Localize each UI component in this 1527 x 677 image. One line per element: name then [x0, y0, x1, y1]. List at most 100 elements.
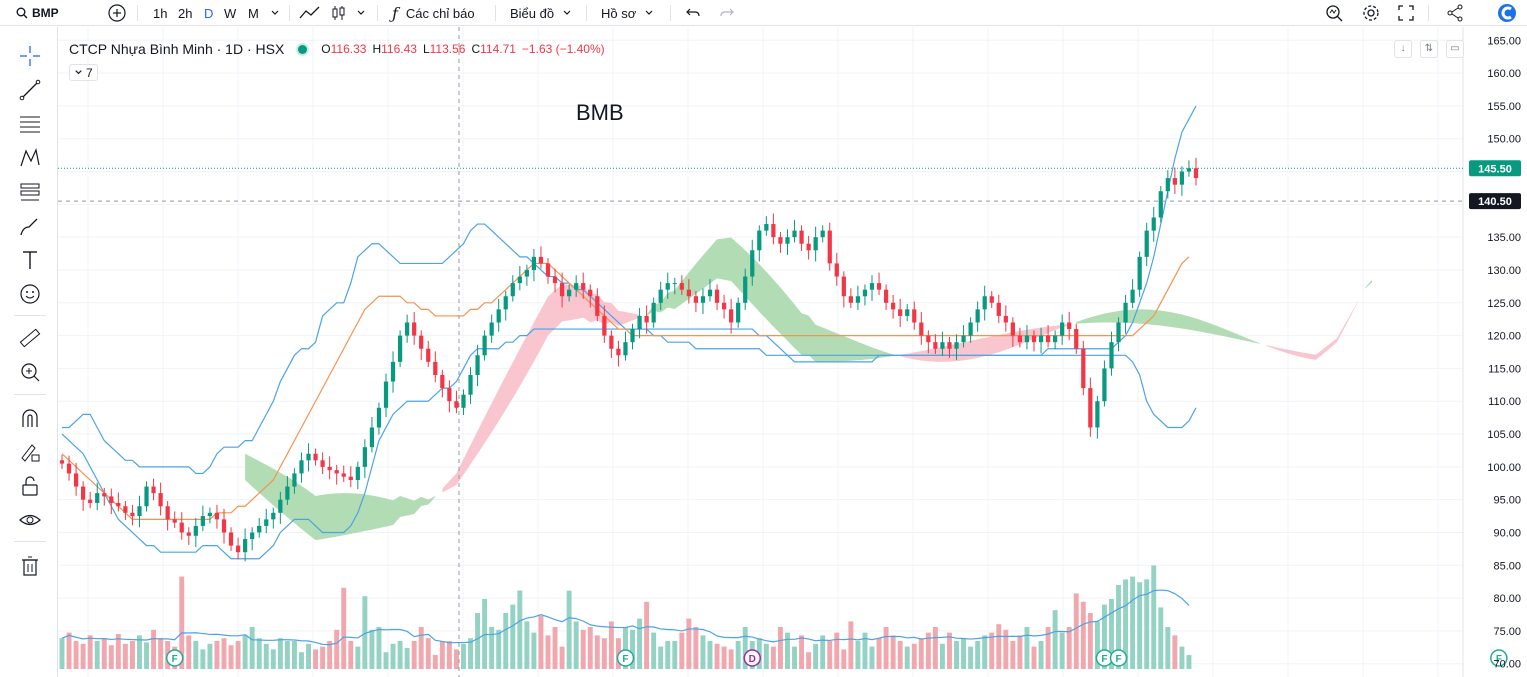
- candle-body: [144, 486, 149, 507]
- price-tick-label: 80.00: [1493, 593, 1521, 605]
- volume-bar: [299, 652, 304, 669]
- maximize-pane-button[interactable]: ▭: [1446, 40, 1464, 58]
- fib-tool[interactable]: [19, 113, 41, 135]
- volume-bar: [425, 638, 431, 669]
- volume-bar: [1144, 579, 1150, 669]
- volume-bar: [763, 643, 769, 669]
- cloud-segment: [1076, 309, 1260, 344]
- scroll-down-button[interactable]: ↓: [1394, 40, 1412, 58]
- delete-tool[interactable]: [19, 555, 41, 577]
- volume-bar: [284, 641, 290, 669]
- volume-bar: [390, 643, 396, 669]
- redo-button[interactable]: [719, 4, 735, 22]
- volume-bar: [207, 643, 213, 669]
- indicators-collapse-button[interactable]: 7: [69, 64, 98, 81]
- timeframe-1h[interactable]: 1h: [153, 5, 168, 21]
- legend-title[interactable]: CTCP Nhựa Bình Minh · 1D · HSX: [69, 41, 285, 57]
- timeframe-dropdown[interactable]: [270, 4, 280, 22]
- undo-icon: [685, 6, 701, 20]
- chevron-down-icon: [270, 8, 280, 18]
- legend-low: L113.56: [423, 42, 466, 56]
- legend-change: −1.63 (−1.40%): [521, 42, 605, 56]
- chart-type-dropdown[interactable]: [356, 4, 366, 22]
- volume-bar: [1158, 607, 1164, 669]
- timeframe-d[interactable]: D: [204, 5, 214, 21]
- candle-body: [271, 512, 276, 520]
- volume-bar: [700, 635, 706, 669]
- candle-body: [1130, 289, 1135, 303]
- collapse-pane-button[interactable]: ⇅: [1420, 40, 1438, 58]
- logo-icon: [1497, 3, 1517, 23]
- chart-annotation-text[interactable]: BMB: [576, 100, 624, 125]
- lock-drawing-tool[interactable]: [19, 441, 41, 463]
- candle-body: [440, 374, 445, 389]
- candle-body: [419, 335, 424, 349]
- timeframe-w[interactable]: W: [224, 5, 237, 21]
- chart-menu-button[interactable]: Biểu đồ: [510, 4, 572, 22]
- volume-bar: [834, 632, 840, 669]
- candle-body: [588, 289, 593, 297]
- symbol-search[interactable]: BMP: [16, 4, 59, 22]
- line-chart-type-button[interactable]: [299, 4, 321, 22]
- volume-bar: [679, 632, 685, 669]
- volume-bar: [1052, 610, 1058, 669]
- undo-button[interactable]: [685, 4, 701, 22]
- candle-body: [989, 296, 994, 303]
- volume-bar: [270, 649, 276, 669]
- chevron-down-icon: [562, 8, 572, 18]
- zoom-tool[interactable]: [19, 361, 41, 383]
- trend-line-tool[interactable]: [19, 79, 41, 101]
- volume-bar: [651, 632, 657, 669]
- candle-body: [475, 355, 480, 375]
- compare-add-button[interactable]: [108, 4, 126, 22]
- line-chart-icon: [299, 5, 321, 21]
- profile-menu-button[interactable]: Hồ sơ: [601, 4, 654, 22]
- quick-search-button[interactable]: [1325, 4, 1343, 22]
- event-marker: [1109, 649, 1128, 667]
- crosshair-tool[interactable]: [19, 45, 41, 67]
- volume-bar: [151, 629, 157, 669]
- candle-chart-type-button[interactable]: [330, 4, 348, 22]
- event-marker-label: F: [172, 654, 178, 665]
- price-tick-label: 155.00: [1487, 101, 1521, 113]
- volume-bar: [961, 638, 967, 669]
- candle-body: [228, 532, 234, 546]
- candle-body: [1179, 171, 1185, 185]
- candle-body: [200, 516, 205, 526]
- brush-tool[interactable]: [19, 215, 41, 237]
- candle-body: [1172, 178, 1177, 185]
- volume-bar: [714, 643, 720, 669]
- candle-body: [785, 237, 790, 244]
- volume-bar: [918, 638, 924, 669]
- measure-tool[interactable]: [19, 327, 41, 349]
- volume-bar: [186, 635, 192, 669]
- text-tool[interactable]: [19, 249, 41, 271]
- candle-body: [1095, 401, 1100, 428]
- forecast-tool[interactable]: [19, 181, 41, 203]
- timeframe-2h[interactable]: 2h: [178, 5, 193, 21]
- candle-body: [426, 348, 431, 362]
- timeframe-m[interactable]: M: [248, 5, 259, 21]
- volume-bar: [66, 632, 72, 669]
- volume-bar: [587, 627, 593, 669]
- share-button[interactable]: [1446, 4, 1464, 22]
- volume-bar: [1010, 641, 1016, 669]
- candle-body: [461, 394, 466, 408]
- event-marker-label: F: [622, 654, 628, 665]
- emoji-tool[interactable]: [19, 283, 41, 305]
- volume-bar: [566, 590, 572, 669]
- volume-bar: [883, 627, 889, 669]
- price-axis[interactable]: 165.00160.00155.00150.00145.00140.00135.…: [1469, 35, 1521, 671]
- magnet-tool[interactable]: [19, 407, 41, 429]
- volume-bar: [594, 635, 600, 669]
- fullscreen-button[interactable]: [1398, 4, 1414, 22]
- last-price-label-bg: [1469, 160, 1521, 177]
- hide-tool[interactable]: [19, 509, 41, 531]
- indicators-button[interactable]: ƒ Các chỉ báo: [392, 4, 475, 23]
- pattern-tool[interactable]: [19, 147, 41, 169]
- lock-tool[interactable]: [19, 475, 41, 497]
- volume-bar: [932, 627, 938, 669]
- settings-button[interactable]: [1362, 4, 1380, 22]
- price-tick-label: 135.00: [1487, 232, 1521, 244]
